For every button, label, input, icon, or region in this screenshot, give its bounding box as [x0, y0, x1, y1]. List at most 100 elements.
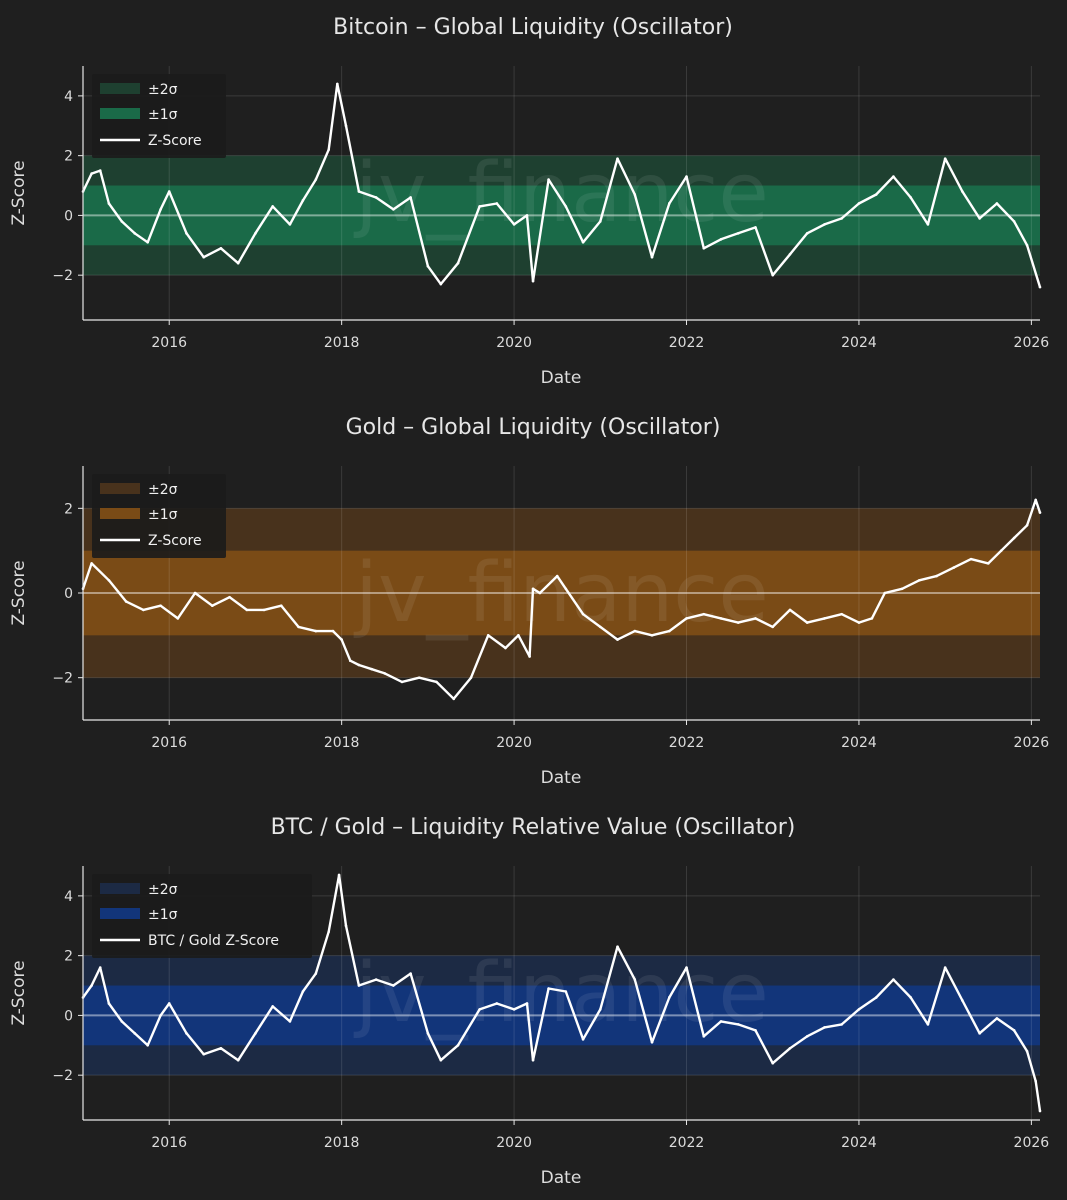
data-point — [892, 175, 895, 178]
data-point — [1025, 523, 1029, 527]
data-point — [288, 223, 292, 226]
data-point — [531, 279, 535, 283]
data-point — [314, 629, 318, 633]
data-point — [107, 579, 111, 582]
data-point — [961, 999, 964, 1002]
data-point — [736, 232, 740, 235]
data-point — [1025, 1049, 1029, 1053]
data-point — [392, 984, 395, 987]
data-point — [840, 612, 844, 616]
legend: ±2σ ±1σ Z-Score — [92, 474, 226, 558]
data-point — [374, 978, 378, 981]
watermark: jv_finance — [353, 946, 769, 1041]
legend-swatch — [100, 883, 140, 894]
legend-label: BTC / Gold Z-Score — [148, 933, 279, 949]
data-point — [667, 996, 671, 999]
data-point — [288, 1020, 292, 1023]
data-point — [935, 574, 938, 578]
x-tick-label: 2020 — [496, 335, 532, 351]
data-point — [857, 1008, 861, 1011]
data-point — [133, 1032, 137, 1035]
data-point — [943, 966, 947, 969]
data-point — [426, 1032, 430, 1035]
data-point — [357, 663, 361, 667]
data-point — [254, 232, 257, 235]
data-point — [538, 591, 542, 595]
data-point — [340, 638, 343, 641]
data-point — [531, 587, 535, 591]
data-point — [917, 579, 921, 582]
x-tick-label: 2020 — [496, 735, 532, 751]
data-point — [754, 1029, 757, 1032]
data-point — [805, 232, 809, 235]
data-point — [228, 595, 231, 599]
legend-label: ±2σ — [148, 482, 178, 498]
data-point — [719, 1020, 723, 1023]
data-point — [995, 202, 999, 205]
y-tick-label: 2 — [64, 501, 73, 517]
x-tick-label: 2022 — [669, 735, 705, 751]
x-tick-label: 2016 — [151, 335, 187, 351]
data-point — [1012, 220, 1016, 223]
data-point — [211, 604, 214, 607]
data-point — [900, 587, 904, 591]
data-point — [547, 178, 550, 181]
data-point — [754, 617, 757, 620]
data-point — [337, 873, 341, 877]
data-point — [531, 1058, 535, 1062]
data-point — [909, 996, 912, 999]
data-point — [581, 241, 585, 244]
data-point — [90, 172, 93, 175]
data-point — [107, 1002, 111, 1005]
data-point — [426, 264, 430, 268]
data-point — [400, 680, 404, 684]
data-point — [840, 217, 844, 220]
data-point — [564, 205, 568, 208]
data-point — [512, 1008, 516, 1011]
data-point — [702, 246, 706, 250]
data-point — [504, 646, 507, 650]
data-point — [788, 1046, 792, 1050]
sigma-band-1 — [83, 185, 1040, 246]
data-point — [616, 638, 619, 641]
sigma-band-1 — [83, 985, 1040, 1046]
data-point — [314, 178, 318, 181]
data-point — [719, 238, 723, 241]
data-point — [702, 1035, 706, 1038]
x-tick-label: 2026 — [1014, 1135, 1050, 1151]
legend-swatch — [100, 108, 140, 119]
data-point — [439, 1058, 443, 1062]
data-point — [495, 202, 499, 205]
data-point — [883, 591, 887, 595]
data-point — [736, 1023, 740, 1026]
data-point — [202, 1052, 206, 1056]
data-point — [1025, 243, 1029, 247]
data-point — [1038, 1109, 1042, 1113]
data-point — [159, 604, 162, 607]
data-point — [374, 196, 378, 199]
data-point — [202, 255, 206, 259]
data-point — [236, 261, 240, 265]
data-point — [167, 190, 171, 193]
data-point — [823, 1026, 826, 1029]
x-tick-label: 2026 — [1014, 735, 1050, 751]
data-point — [185, 1032, 188, 1035]
legend-box — [92, 874, 312, 958]
x-axis-label: Date — [541, 768, 582, 788]
data-point — [874, 193, 878, 196]
data-point — [995, 1017, 999, 1020]
data-point — [736, 621, 740, 624]
data-point — [581, 1038, 585, 1041]
data-point — [271, 1005, 274, 1008]
data-point — [219, 1046, 223, 1050]
data-point — [120, 1020, 124, 1023]
data-point — [685, 175, 688, 178]
data-point — [245, 608, 249, 612]
data-point — [667, 202, 671, 205]
data-point — [1038, 285, 1042, 289]
data-point — [525, 1002, 529, 1005]
data-point — [176, 617, 180, 620]
series-line-zscore — [82, 873, 1042, 1112]
data-point — [754, 226, 757, 229]
